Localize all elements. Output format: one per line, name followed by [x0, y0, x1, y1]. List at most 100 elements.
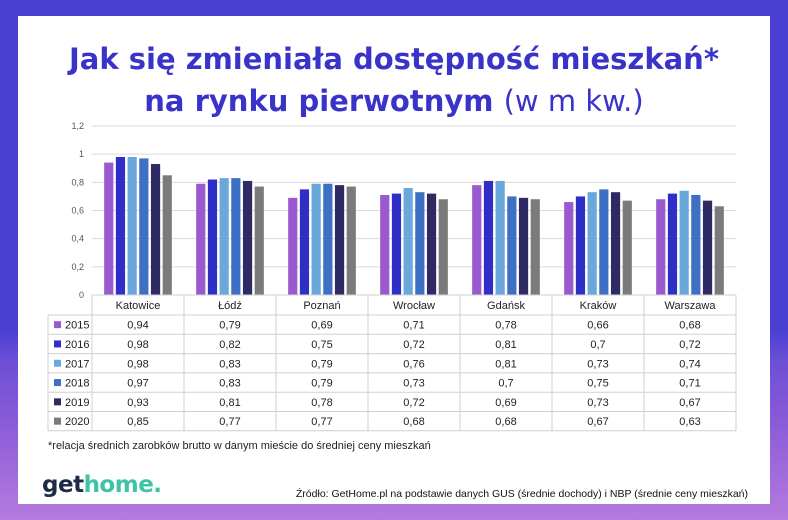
data-label: 0,7	[498, 378, 513, 390]
data-label: 0,94	[127, 320, 148, 332]
bar	[288, 197, 298, 295]
bar	[599, 189, 609, 295]
data-label: 0,85	[127, 416, 148, 428]
data-label: 0,68	[495, 416, 516, 428]
bar	[495, 180, 505, 295]
data-label: 0,63	[679, 416, 700, 428]
source-note: Źródło: GetHome.pl na podstawie danych G…	[295, 488, 748, 500]
bar	[575, 196, 586, 295]
bar	[483, 180, 494, 295]
y-tick-label: 0	[79, 290, 84, 300]
y-tick-label: 1	[79, 149, 84, 159]
data-label: 0,69	[311, 320, 332, 332]
category-label: Poznań	[303, 300, 340, 312]
data-label: 0,83	[219, 358, 240, 370]
bar	[219, 178, 229, 295]
chart-title-bold: na rynku pierwotnym	[144, 84, 494, 118]
bar	[438, 199, 448, 295]
bar	[587, 192, 597, 295]
bar	[323, 183, 333, 295]
y-tick-label: 0,8	[71, 177, 84, 187]
legend-label: 2018	[65, 378, 89, 390]
bar	[415, 192, 425, 295]
bar	[507, 196, 517, 295]
chart-title-line2: na rynku pierwotnym (w m kw.)	[18, 84, 770, 118]
data-label: 0,66	[587, 320, 608, 332]
data-label: 0,81	[495, 339, 516, 351]
bar	[518, 197, 529, 295]
category-label: Gdańsk	[487, 300, 525, 312]
data-label: 0,75	[587, 378, 608, 390]
gethome-logo: gethome.	[42, 472, 162, 498]
bar	[127, 156, 137, 295]
bar	[150, 164, 161, 295]
footnote: *relacja średnich zarobków brutto w dany…	[48, 440, 431, 452]
chart-title-line1: Jak się zmieniała dostępność mieszkań*	[69, 42, 719, 76]
data-label: 0,73	[403, 378, 424, 390]
bar	[380, 195, 390, 295]
category-label: Wrocław	[393, 300, 435, 312]
bar	[702, 200, 713, 295]
chart-card: Jak się zmieniała dostępność mieszkań* n…	[18, 16, 770, 504]
bar	[714, 206, 724, 295]
category-label: Katowice	[116, 300, 161, 312]
bar	[472, 185, 482, 295]
bar	[242, 180, 253, 295]
legend-label: 2019	[65, 397, 89, 409]
y-tick-label: 0,2	[71, 262, 84, 272]
y-tick-label: 1,2	[71, 121, 84, 131]
category-label: Łódź	[218, 300, 242, 312]
data-label: 0,79	[311, 378, 332, 390]
data-label: 0,69	[495, 397, 516, 409]
category-label: Kraków	[580, 300, 617, 312]
data-label: 0,67	[679, 397, 700, 409]
bar	[115, 156, 126, 295]
data-label: 0,72	[403, 397, 424, 409]
bar	[254, 186, 264, 295]
chart-title-unit: (w m kw.)	[503, 84, 644, 118]
legend-label: 2016	[65, 339, 89, 351]
bar	[656, 199, 666, 295]
data-label: 0,73	[587, 397, 608, 409]
category-label: Warszawa	[665, 300, 717, 312]
logo-part-get: get	[42, 472, 84, 498]
y-tick-label: 0,4	[71, 234, 84, 244]
bar	[311, 183, 321, 295]
data-label: 0,79	[219, 320, 240, 332]
data-label: 0,71	[403, 320, 424, 332]
data-label: 0,93	[127, 397, 148, 409]
bar	[622, 200, 632, 295]
data-label: 0,76	[403, 358, 424, 370]
data-label: 0,83	[219, 378, 240, 390]
data-label: 0,77	[219, 416, 240, 428]
legend-swatch	[54, 321, 61, 329]
data-label: 0,78	[495, 320, 516, 332]
bar	[231, 178, 241, 295]
bar	[610, 192, 621, 295]
data-label: 0,98	[127, 358, 148, 370]
data-label: 0,75	[311, 339, 332, 351]
logo-part-home: home.	[83, 472, 162, 498]
bar	[346, 186, 356, 295]
data-label: 0,97	[127, 378, 148, 390]
legend-swatch	[54, 359, 61, 367]
data-label: 0,81	[219, 397, 240, 409]
bar	[530, 199, 540, 295]
legend-swatch	[54, 398, 61, 406]
data-label: 0,7	[590, 339, 605, 351]
bar	[426, 193, 437, 295]
legend-label: 2017	[65, 358, 89, 370]
data-label: 0,98	[127, 339, 148, 351]
data-label: 0,82	[219, 339, 240, 351]
bar	[162, 175, 172, 295]
bar	[299, 189, 310, 295]
data-label: 0,81	[495, 358, 516, 370]
bar	[667, 193, 678, 295]
bar	[691, 195, 701, 295]
y-tick-label: 0,6	[71, 206, 84, 216]
data-label: 0,73	[587, 358, 608, 370]
data-label: 0,72	[403, 339, 424, 351]
data-label: 0,79	[311, 358, 332, 370]
bar	[207, 179, 218, 295]
